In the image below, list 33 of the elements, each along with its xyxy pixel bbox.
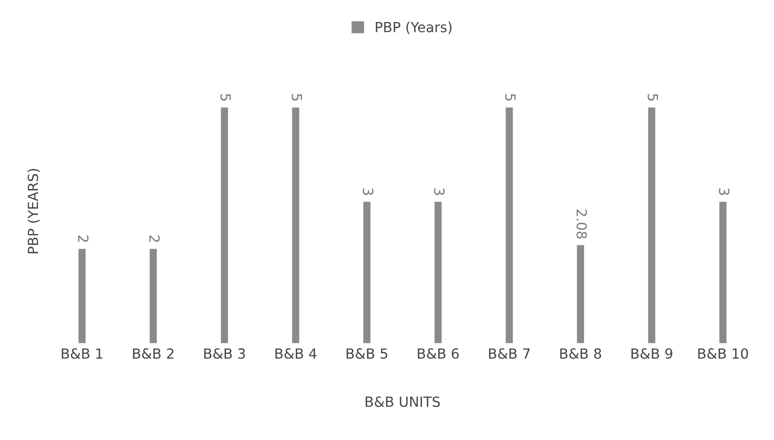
x-tick-label: B&B 2 bbox=[133, 348, 174, 359]
data-label: 5 bbox=[220, 94, 231, 101]
data-label: 2 bbox=[149, 235, 160, 242]
data-label: 5 bbox=[648, 94, 658, 101]
bar bbox=[78, 248, 86, 344]
legend-label: PBP (Years) bbox=[376, 22, 452, 34]
x-tick-label: B&B 8 bbox=[560, 348, 602, 359]
data-label: 5 bbox=[292, 94, 302, 101]
bar bbox=[434, 202, 442, 344]
x-tick-label: B&B 4 bbox=[275, 348, 316, 359]
x-tick-label: B&B 9 bbox=[632, 348, 672, 359]
data-label: 3 bbox=[718, 188, 730, 195]
bar bbox=[292, 107, 300, 344]
x-axis-title: B&B UNITS bbox=[366, 396, 440, 407]
y-axis-title: PBP (YEARS) bbox=[27, 169, 40, 254]
x-tick-label: B&B 1 bbox=[62, 348, 102, 359]
data-label: 5 bbox=[505, 94, 516, 101]
bar bbox=[648, 107, 656, 344]
x-tick-label: B&B 6 bbox=[418, 348, 459, 359]
x-tick-label: B&B 10 bbox=[698, 348, 748, 359]
data-label: 3 bbox=[434, 188, 445, 195]
data-label: 2.08 bbox=[576, 210, 587, 239]
bar bbox=[506, 107, 513, 344]
x-tick-label: B&B 3 bbox=[204, 348, 245, 359]
data-label: 2 bbox=[78, 235, 89, 242]
x-tick-label: B&B 5 bbox=[346, 348, 388, 359]
x-tick-label: B&B 7 bbox=[489, 348, 530, 359]
bar bbox=[576, 245, 584, 344]
bar bbox=[719, 202, 726, 344]
bar bbox=[220, 107, 228, 344]
bar bbox=[363, 202, 370, 344]
data-label: 3 bbox=[362, 188, 374, 195]
bar bbox=[150, 248, 157, 344]
